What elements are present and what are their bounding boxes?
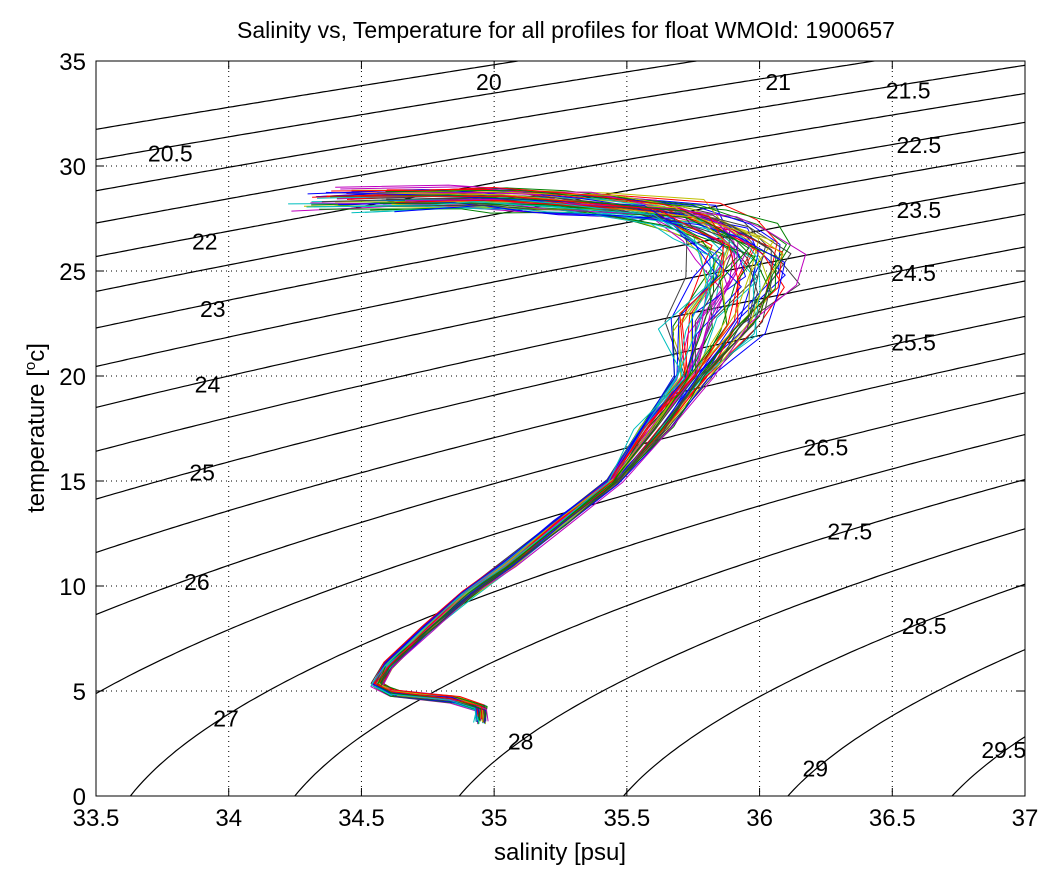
y-axis-label: temperature [oc]	[22, 343, 50, 513]
isopycnal-label: 23.5	[896, 197, 941, 223]
isopycnal-label: 23	[200, 296, 226, 322]
y-axis-label-main: temperature [	[23, 370, 50, 513]
isopycnal-line	[96, 151, 1025, 329]
isopycnal-label: 24.5	[891, 260, 936, 286]
y-axis-label-unit: c]	[23, 343, 50, 362]
isopycnal-line	[96, 392, 1025, 695]
isopycnal-label: 22	[192, 229, 218, 255]
isopycnal-label: 20.5	[148, 140, 193, 166]
isopycnal-label: 22.5	[896, 132, 941, 158]
isopycnal-line	[787, 648, 1025, 796]
isopycnal-line	[96, 280, 1025, 500]
isopycnal-line	[951, 735, 1025, 796]
profile-line	[306, 201, 718, 722]
isopycnal-label: 20	[476, 69, 502, 95]
isopycnal-label: 26	[184, 569, 210, 595]
y-tick-label: 10	[59, 574, 86, 601]
isopycnal-lines	[96, 61, 1025, 796]
x-tick-label: 36.5	[869, 805, 916, 832]
isopycnal-line	[458, 528, 1025, 796]
isopycnal-line	[96, 61, 522, 130]
x-axis-label: salinity [psu]	[494, 839, 626, 866]
isopycnal-line	[96, 213, 1025, 409]
x-tick-label: 37	[1012, 805, 1039, 832]
profile-line	[326, 195, 740, 720]
isopycnal-label: 29	[803, 756, 829, 782]
isopycnal-line	[96, 64, 1025, 224]
profile-line	[379, 189, 791, 719]
chart-title: Salinity vs, Temperature for all profile…	[237, 17, 895, 43]
isopycnal-line	[96, 182, 1025, 368]
isopycnal-label: 27.5	[827, 518, 872, 544]
y-tick-label: 0	[73, 784, 86, 811]
x-tick-label: 36	[746, 805, 773, 832]
plot-frame	[95, 60, 1026, 797]
isopycnal-label: 26.5	[804, 434, 849, 460]
isopycnal-line	[96, 246, 1025, 452]
x-tick-label: 34.5	[338, 805, 385, 832]
isopycnal-label: 21.5	[886, 77, 931, 103]
isopycnal-label: 21	[765, 69, 791, 95]
profile-line	[330, 194, 750, 721]
profile-line	[325, 191, 725, 720]
isopycnal-label: 27	[213, 705, 239, 731]
isopycnal-line	[96, 352, 1025, 616]
axis-ticks: 33.5 34 34.5 35 35.5 36 36.5 37 0 5 10 15 20 25 30 35	[59, 49, 1038, 832]
y-tick-label: 5	[73, 679, 86, 706]
y-tick-label: 15	[59, 469, 86, 496]
isopycnal-line	[294, 478, 1025, 796]
y-tick-label: 25	[59, 259, 86, 286]
isopycnal-label: 25	[189, 460, 215, 486]
y-axis-label-degree: o	[22, 362, 39, 370]
isopycnal-line	[96, 315, 1025, 554]
x-tick-label: 34	[215, 805, 242, 832]
isopycnal-line	[96, 92, 1025, 258]
profiles	[288, 184, 807, 725]
isopycnal-label: 28	[508, 728, 534, 754]
x-tick-label: 35.5	[603, 805, 650, 832]
y-tick-label: 20	[59, 364, 86, 391]
x-tick-label: 33.5	[73, 805, 120, 832]
y-tick-label: 35	[59, 49, 86, 76]
y-tick-label: 30	[59, 154, 86, 181]
isopycnal-line	[96, 61, 700, 161]
isopycnal-line	[622, 583, 1025, 796]
isopycnal-line	[96, 61, 878, 192]
isopycnal-label: 25.5	[891, 329, 936, 355]
isopycnal-label: 24	[195, 371, 221, 397]
x-tick-label: 35	[481, 805, 508, 832]
isopycnal-labels: 20 20.5 21 21.5 22 22.5 23 23.5 24 24.5 25 25.5 26 26…	[148, 69, 1026, 782]
isopycnal-label: 28.5	[902, 613, 947, 639]
isopycnal-line	[129, 433, 1025, 796]
isopycnal-label: 29.5	[981, 737, 1026, 763]
